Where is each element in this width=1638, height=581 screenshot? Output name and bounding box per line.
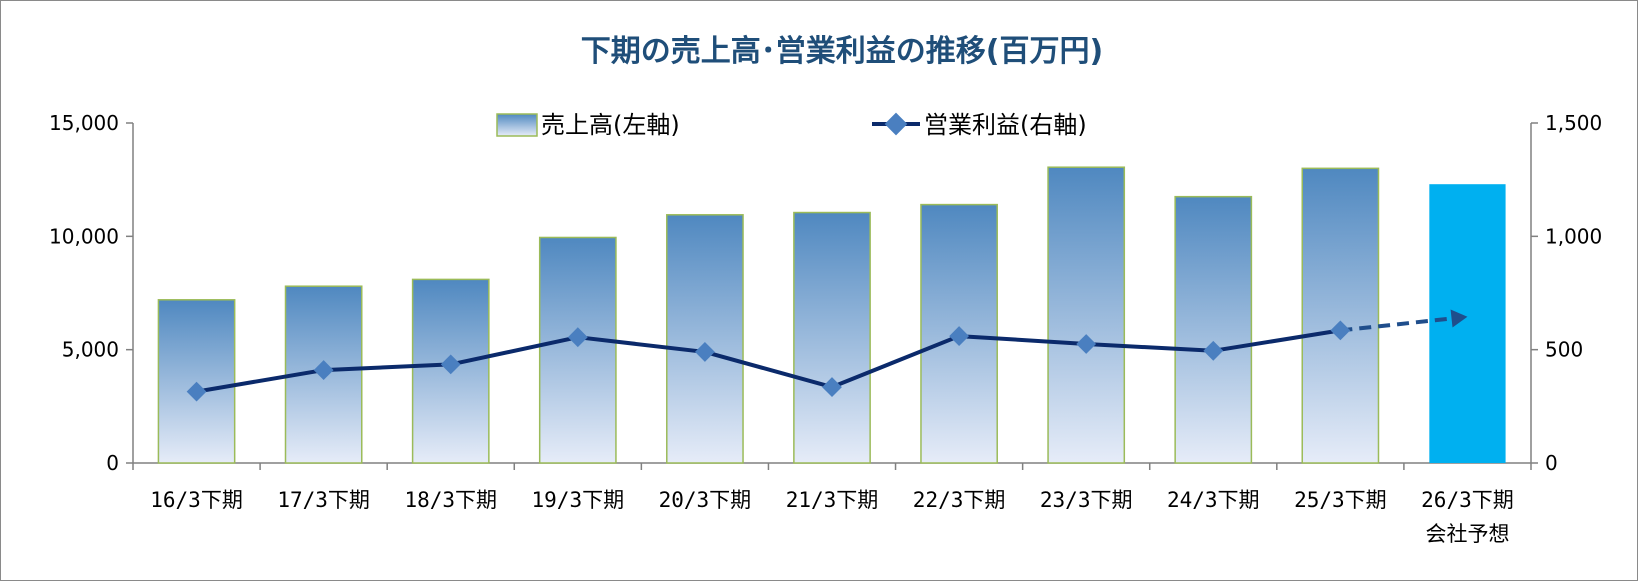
profit-marker [695,342,715,362]
y-right-tick-label: 500 [1545,338,1583,362]
bar [1047,166,1126,464]
x-tick-label: 16/3下期 [150,488,243,512]
x-tick-label: 会社予想 [1425,522,1509,546]
profit-marker [440,354,461,375]
y-left-tick-label: 15,000 [49,111,119,135]
y-right-tick-label: 0 [1545,451,1558,475]
y-left-tick-label: 5,000 [62,338,119,362]
profit-marker [1076,334,1097,354]
bar [157,299,236,464]
x-tick-label: 24/3下期 [1167,488,1260,512]
y-right-tick-label: 1,000 [1545,224,1602,248]
x-tick-label: 26/3下期 [1421,488,1514,512]
x-tick-label: 19/3下期 [532,488,625,512]
bar [1301,167,1380,464]
y-right-tick-label: 1,500 [1545,111,1602,135]
bar-forecast [1429,184,1506,463]
x-tick-label: 25/3下期 [1294,488,1387,512]
bar [1174,195,1253,464]
x-tick-label: 20/3下期 [659,488,752,512]
x-tick-label: 23/3下期 [1040,488,1133,512]
profit-line [196,328,1341,394]
profit-marker [822,377,842,397]
bar-series [157,166,1506,464]
profit-forecast-arrowhead [1450,309,1468,328]
profit-marker [949,326,969,346]
legend-swatch-sales [496,113,538,137]
profit-marker [567,327,588,348]
legend-label-profit: 営業利益(右軸) [924,111,1087,139]
legend-marker-profit [884,112,908,136]
profit-marker [186,381,207,402]
chart-title: 下期の売上高･営業利益の推移(百万円) [581,34,1103,69]
line-series [186,309,1468,402]
legend: 売上高(左軸) 営業利益(右軸) [496,111,1087,139]
profit-marker [1203,340,1224,361]
bar [920,203,998,464]
profit-marker [1330,320,1351,341]
y-left-tick-label: 10,000 [49,224,119,248]
y-left-tick-label: 0 [106,451,119,475]
bar [666,214,744,464]
bar [538,236,617,464]
bar [411,278,490,464]
bar [793,211,871,464]
x-tick-label: 17/3下期 [277,488,370,512]
profit-marker [313,360,334,380]
x-tick-label: 18/3下期 [404,488,497,512]
tick-labels: 0 5,000 10,000 15,000 0 500 1,000 1,500 16/3下期 17… [49,111,1602,546]
legend-label-sales: 売上高(左軸) [541,111,680,139]
x-tick-label: 22/3下期 [913,488,1006,512]
x-tick-label: 21/3下期 [786,488,879,512]
